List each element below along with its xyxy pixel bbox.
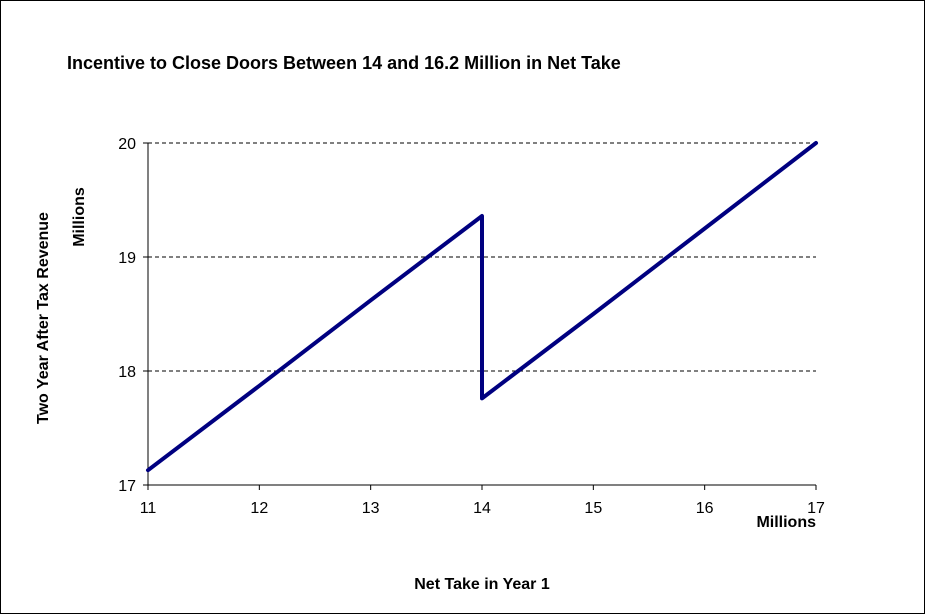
y-tick-label-3: 20 xyxy=(118,136,136,153)
x-tick-label-3: 14 xyxy=(473,500,491,517)
series-layer xyxy=(146,141,818,473)
chart-title: Incentive to Close Doors Between 14 and … xyxy=(67,53,621,73)
x-tick-label-0: 11 xyxy=(140,500,157,517)
x-tick-label-5: 16 xyxy=(696,500,714,517)
ticks: 17 18 19 20 11 12 13 14 15 16 17 xyxy=(118,136,825,517)
x-tick-label-6: 17 xyxy=(807,500,825,517)
x-axis-unit: Millions xyxy=(756,514,816,531)
y-axis-label: Two Year After Tax Revenue xyxy=(35,212,52,424)
y-tick-label-1: 18 xyxy=(118,364,136,381)
x-tick-label-2: 13 xyxy=(362,500,380,517)
series-line-0 xyxy=(146,141,818,473)
x-tick-label-1: 12 xyxy=(250,500,268,517)
x-tick-label-4: 15 xyxy=(584,500,602,517)
x-axis-label: Net Take in Year 1 xyxy=(414,576,550,593)
y-tick-label-0: 17 xyxy=(118,478,136,495)
gridlines xyxy=(148,142,816,372)
y-axis-unit: Millions xyxy=(71,187,88,247)
y-tick-label-2: 19 xyxy=(118,250,136,267)
